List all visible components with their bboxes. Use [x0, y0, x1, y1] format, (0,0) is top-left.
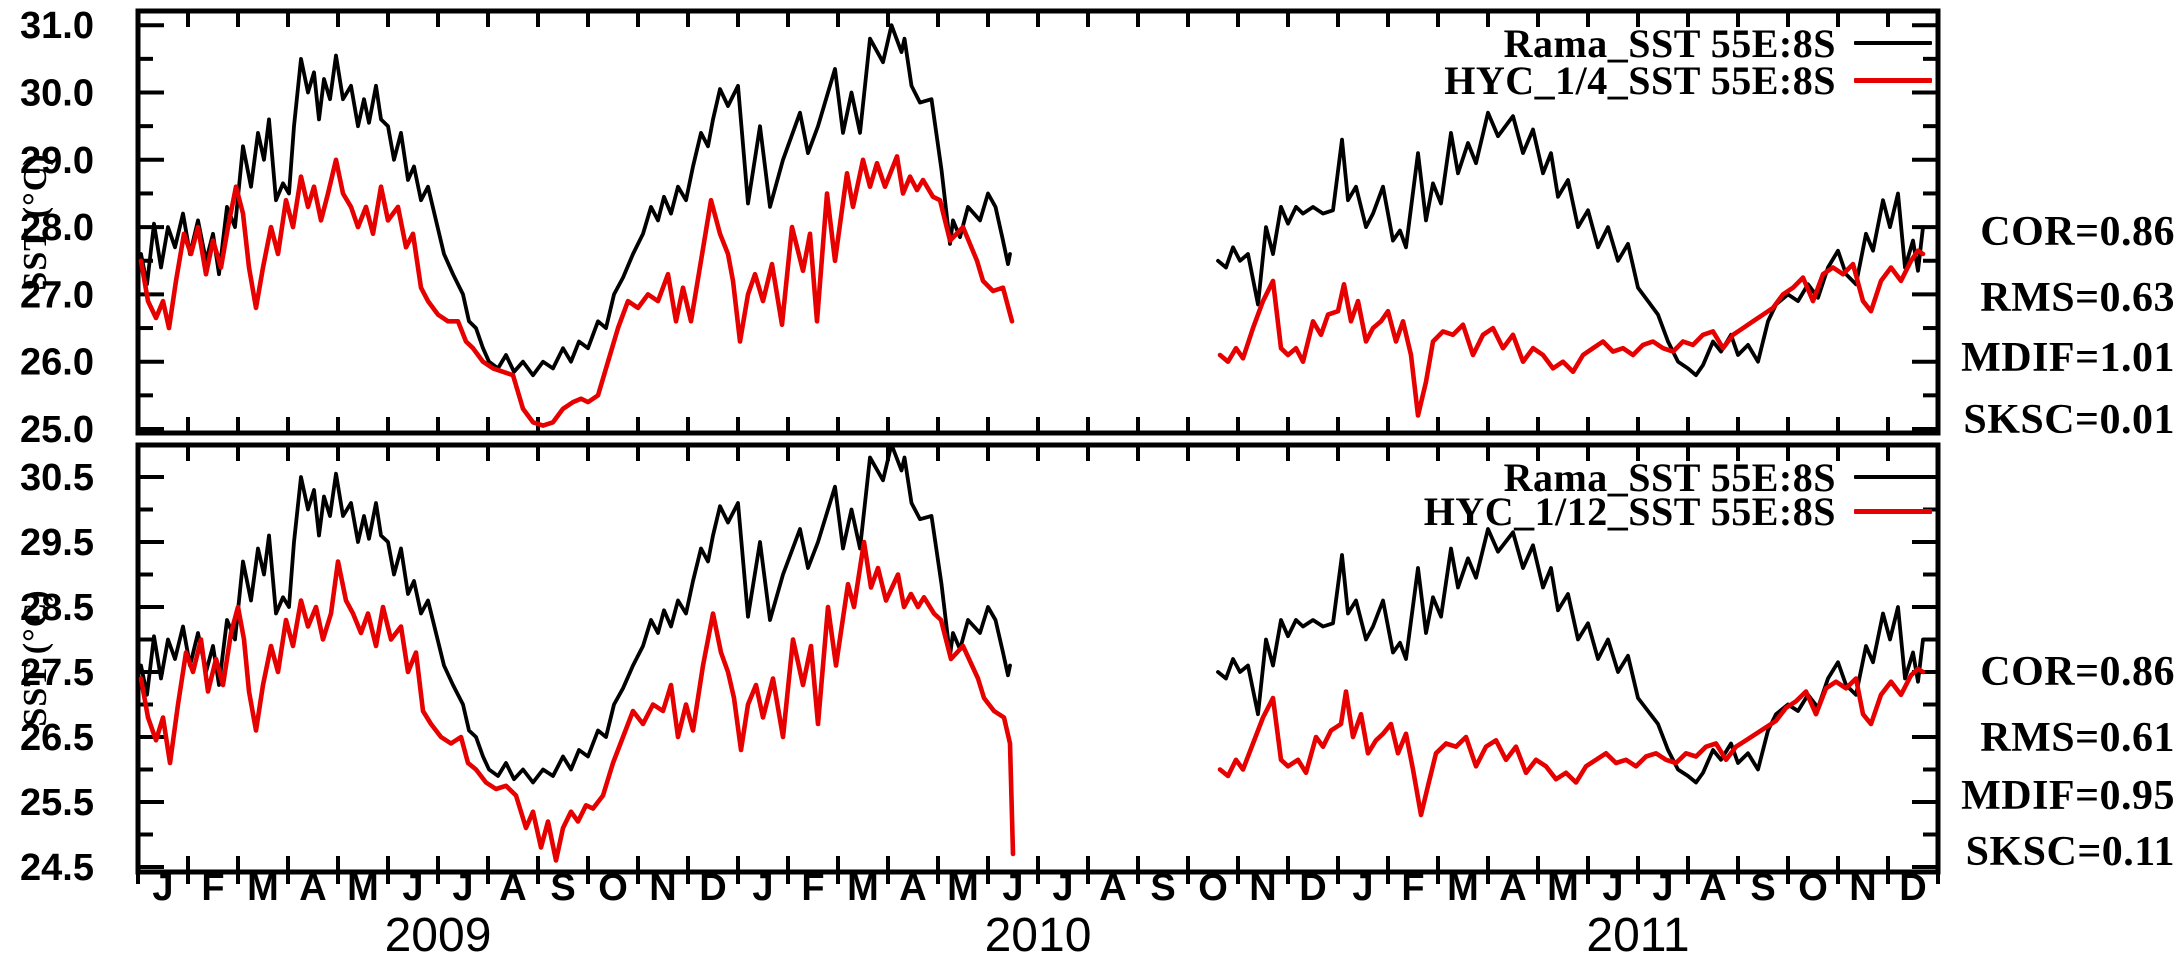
year-label-2009: 2009: [384, 909, 492, 957]
top-stat-sksc: SKSC=0.01: [1963, 397, 2175, 443]
month-label: O: [1798, 867, 1828, 909]
bottom-stat-rms: RMS=0.61: [1980, 715, 2175, 761]
y-tick-label: 25.5: [20, 782, 94, 824]
month-label: S: [550, 867, 575, 909]
month-label: A: [1499, 867, 1526, 909]
month-label: S: [1150, 867, 1175, 909]
top-legend-hyc14-label: HYC_1/4_SST 55E:8S: [1444, 57, 1836, 103]
bottom-legend-hyc112-label: HYC_1/12_SST 55E:8S: [1423, 488, 1836, 534]
y-tick-label: 27.0: [20, 274, 94, 316]
year-label-2010: 2010: [984, 909, 1092, 957]
month-label: F: [201, 867, 224, 909]
top-stat-cor: COR=0.86: [1980, 209, 2175, 255]
month-label: M: [1547, 867, 1579, 909]
month-label: D: [1899, 867, 1926, 909]
month-label: A: [499, 867, 526, 909]
bottom-stat-mdif: MDIF=0.95: [1961, 773, 2175, 819]
month-label: M: [947, 867, 979, 909]
y-tick-label: 27.5: [20, 652, 94, 694]
top-legend-hyc14-line-sample: [1854, 77, 1932, 83]
bottom-legend-rama-line-sample: [1854, 475, 1932, 479]
month-label: M: [247, 867, 279, 909]
y-tick-label: 28.0: [20, 207, 94, 249]
month-label: O: [598, 867, 628, 909]
y-tick-label: 30.5: [20, 457, 94, 499]
top-stat-rms: RMS=0.63: [1980, 275, 2175, 321]
y-tick-label: 26.0: [20, 342, 94, 384]
month-label: M: [847, 867, 879, 909]
year-label-2011: 2011: [1586, 909, 1690, 957]
y-tick-label: 30.0: [20, 73, 94, 115]
month-label: N: [1849, 867, 1876, 909]
month-label: A: [299, 867, 326, 909]
y-tick-label: 25.0: [20, 409, 94, 451]
month-label: F: [801, 867, 824, 909]
month-label: D: [1299, 867, 1326, 909]
month-label: M: [347, 867, 379, 909]
series-line-top-rama_sst: [139, 23, 1012, 378]
month-label: J: [1052, 867, 1073, 909]
top-legend-rama-line-sample: [1854, 41, 1932, 45]
month-label: A: [899, 867, 926, 909]
bottom-panel-y-axis-title: SST (°C): [17, 589, 54, 727]
month-label: S: [1750, 867, 1775, 909]
month-label: N: [1249, 867, 1276, 909]
month-label: J: [452, 867, 473, 909]
top-legend-rama-label: Rama_SST 55E:8S: [1503, 20, 1836, 66]
top-legend-rama: Rama_SST 55E:8S: [1503, 20, 1932, 66]
bottom-stat-cor: COR=0.86: [1980, 649, 2175, 695]
series-line-top-hyc_quarter_sst: [1217, 248, 1926, 418]
series-line-bottom-rama_sst: [139, 442, 1012, 785]
series-line-bottom-hyc_twelfth_sst: [138, 539, 1016, 863]
bottom-legend-hyc112-line-sample: [1854, 508, 1932, 514]
y-tick-label: 31.0: [20, 5, 94, 47]
month-label: A: [1099, 867, 1126, 909]
month-label: J: [152, 867, 173, 909]
month-label: N: [649, 867, 676, 909]
bottom-stat-sksc: SKSC=0.11: [1965, 829, 2175, 875]
month-label: M: [1447, 867, 1479, 909]
y-tick-label: 28.5: [20, 587, 94, 629]
y-tick-label: 29.5: [20, 522, 94, 564]
month-label: F: [1401, 867, 1424, 909]
month-label: A: [1699, 867, 1726, 909]
month-label: J: [1352, 867, 1373, 909]
series-line-top-hyc_quarter_sst: [138, 154, 1015, 428]
series-line-bottom-hyc_twelfth_sst: [1217, 666, 1926, 818]
y-tick-label: 29.0: [20, 140, 94, 182]
bottom-legend-rama: Rama_SST 55E:8S: [1503, 454, 1932, 500]
series-line-top-rama_sst: [1216, 110, 1925, 378]
month-label: D: [699, 867, 726, 909]
y-tick-label: 26.5: [20, 717, 94, 759]
top-stat-mdif: MDIF=1.01: [1961, 335, 2175, 381]
month-label: J: [1652, 867, 1673, 909]
top-legend-hyc14: HYC_1/4_SST 55E:8S: [1444, 57, 1932, 103]
month-label: J: [752, 867, 773, 909]
y-tick-label: 24.5: [20, 847, 94, 889]
month-label: J: [1002, 867, 1023, 909]
bottom-legend-hyc112: HYC_1/12_SST 55E:8S: [1423, 488, 1932, 534]
series-line-bottom-rama_sst: [1216, 527, 1925, 785]
top-panel-y-axis-title: SST (°C): [17, 153, 54, 291]
month-label: J: [1602, 867, 1623, 909]
month-label: O: [1198, 867, 1228, 909]
bottom-legend-rama-label: Rama_SST 55E:8S: [1503, 454, 1836, 500]
month-label: J: [402, 867, 423, 909]
